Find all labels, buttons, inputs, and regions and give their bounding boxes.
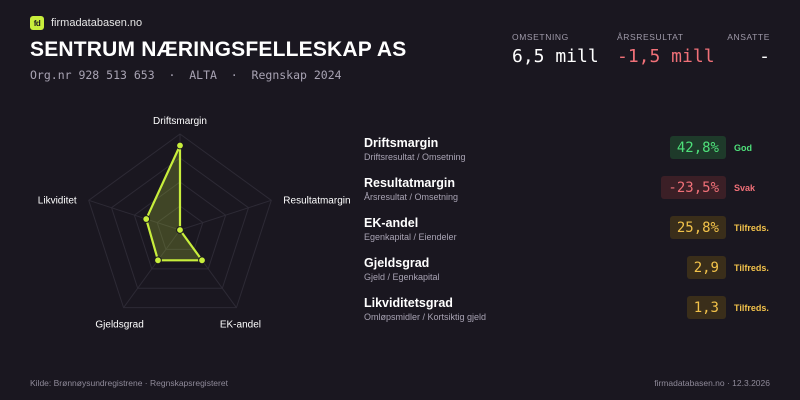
radar-chart: Driftsmargin Resultatmargin EK-andel Gjelds… bbox=[38, 116, 351, 331]
kpi-value: -1,5 mill bbox=[617, 46, 715, 67]
company-name: SENTRUM NÆRINGSFELLESKAP AS bbox=[30, 38, 407, 61]
metric-row: EK-andel Egenkapital / Eiendeler 25,8% Tilf… bbox=[364, 210, 774, 250]
kpi-value: - bbox=[759, 46, 770, 67]
radar-data-shape bbox=[145, 144, 204, 262]
radar-data-point bbox=[176, 141, 184, 150]
metric-description: Driftsresultat / Omsetning bbox=[364, 152, 466, 162]
radar-data-point bbox=[142, 215, 151, 223]
brand: fd firmadatabasen.no bbox=[30, 16, 142, 30]
metric-status-label: Tilfreds. bbox=[734, 263, 769, 273]
radar-grid-ring bbox=[156, 205, 204, 250]
metric-value-chip: 25,8% bbox=[669, 216, 726, 239]
kpi-label: ÅRSRESULTAT bbox=[617, 32, 684, 42]
brand-name[interactable]: firmadatabasen.no bbox=[51, 17, 143, 29]
radar-axis-label: Driftsmargin bbox=[153, 116, 207, 127]
metric-name: Driftsmargin bbox=[364, 136, 439, 150]
metric-row: Resultatmargin Årsresultat / Omsetning -23… bbox=[364, 170, 774, 210]
kpi-value: 6,5 mill bbox=[512, 46, 599, 67]
metric-value-chip: -23,5% bbox=[661, 176, 726, 199]
metric-row: Likviditetsgrad Omløpsmidler / Kortsiktig… bbox=[364, 290, 774, 330]
footer-source: Kilde: Brønnøysundregistrene · Regnskaps… bbox=[30, 378, 228, 388]
metric-status-label: God bbox=[734, 143, 752, 153]
kpi-ansatte: ANSATTE - bbox=[727, 32, 770, 67]
radar-grid-ring bbox=[88, 133, 272, 309]
metric-name: EK-andel bbox=[364, 216, 419, 230]
kpi-label: ANSATTE bbox=[727, 32, 770, 42]
metrics-list: Driftsmargin Driftsresultat / Omsetning 42… bbox=[364, 130, 774, 330]
metric-row: Gjeldsgrad Gjeld / Egenkapital 2,9 Tilfreds… bbox=[364, 250, 774, 290]
radar-data-point bbox=[154, 256, 162, 265]
kpi-arsresultat: ÅRSRESULTAT -1,5 mill bbox=[617, 32, 715, 67]
radar-data-point bbox=[176, 226, 184, 234]
brand-logo: fd bbox=[30, 16, 44, 30]
metric-name: Gjeldsgrad bbox=[364, 256, 430, 270]
radar-axis-label: Gjeldsgrad bbox=[95, 320, 143, 331]
radar-axis-line bbox=[179, 199, 272, 231]
metric-status-label: Tilfreds. bbox=[734, 223, 769, 233]
radar-grid-ring bbox=[133, 181, 227, 270]
metric-description: Årsresultat / Omsetning bbox=[364, 192, 459, 202]
metric-value-chip: 42,8% bbox=[669, 136, 726, 159]
radar-axis-label: Likviditet bbox=[38, 195, 77, 206]
metric-value-chip: 2,9 bbox=[686, 256, 726, 279]
radar-axis-label: Resultatmargin bbox=[283, 195, 350, 206]
metric-name: Resultatmargin bbox=[364, 176, 455, 190]
kpi-label: OMSETNING bbox=[512, 32, 569, 42]
metric-status-label: Svak bbox=[734, 183, 756, 193]
metric-row: Driftsmargin Driftsresultat / Omsetning 42… bbox=[364, 130, 774, 170]
radar-axis-line bbox=[88, 199, 181, 231]
radar-axis-label: EK-andel bbox=[220, 320, 261, 331]
kpi-group: OMSETNING 6,5 mill ÅRSRESULTAT -1,5 mill… bbox=[0, 32, 800, 82]
metric-description: Gjeld / Egenkapital bbox=[364, 272, 440, 282]
radar-data-point bbox=[198, 256, 206, 265]
radar-axis-line bbox=[123, 229, 181, 308]
kpi-omsetning: OMSETNING 6,5 mill bbox=[512, 32, 599, 67]
footer-site-date: firmadatabasen.no · 12.3.2026 bbox=[654, 378, 770, 388]
company-subline: Org.nr 928 513 653 · ALTA · Regnskap 202… bbox=[30, 68, 342, 82]
metric-value-chip: 1,3 bbox=[686, 296, 726, 319]
metric-name: Likviditetsgrad bbox=[364, 296, 453, 310]
metric-status-label: Tilfreds. bbox=[734, 303, 769, 313]
metric-description: Omløpsmidler / Kortsiktig gjeld bbox=[364, 312, 487, 322]
radar-grid-ring bbox=[110, 157, 250, 289]
metric-description: Egenkapital / Eiendeler bbox=[364, 232, 457, 242]
